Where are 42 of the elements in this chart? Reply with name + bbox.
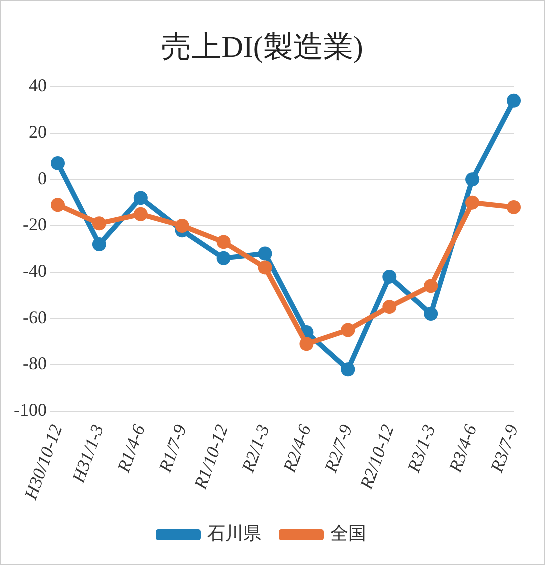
- point: [341, 323, 356, 338]
- x-tick-label: R2/4-6: [279, 422, 315, 476]
- point: [134, 191, 148, 206]
- x-tick-label: R2/7-9: [320, 422, 356, 476]
- y-tick-label: -20: [22, 214, 47, 235]
- x-tick-label: R2/1-3: [238, 422, 274, 476]
- x-tick-label: H31/1-3: [68, 422, 108, 486]
- point: [134, 207, 148, 222]
- point: [424, 279, 438, 294]
- point: [466, 172, 480, 187]
- y-tick-label: -60: [22, 307, 47, 328]
- point: [382, 270, 397, 284]
- point: [258, 260, 272, 275]
- point: [92, 238, 106, 252]
- point: [92, 216, 106, 231]
- x-tick-label: R3/7-9: [486, 422, 522, 476]
- y-tick-label: 20: [28, 122, 47, 142]
- point: [382, 300, 397, 314]
- y-tick-label: 0: [38, 168, 47, 188]
- point: [216, 235, 231, 250]
- point: [466, 196, 480, 210]
- point: [341, 362, 356, 377]
- y-tick-label: -40: [22, 261, 47, 282]
- point: [175, 218, 190, 233]
- y-tick-label: -100: [14, 400, 47, 420]
- x-tick-label: R1/4-6: [113, 422, 150, 476]
- point: [258, 246, 272, 261]
- point: [300, 337, 314, 352]
- y-tick-label: -80: [22, 354, 47, 374]
- point: [50, 156, 65, 170]
- legend-label: 全国: [330, 524, 366, 544]
- legend-label: 石川県: [208, 524, 262, 544]
- y-tick-label: 40: [28, 76, 47, 96]
- point: [507, 200, 521, 214]
- chart-title: 売上DI(製造業): [162, 30, 364, 64]
- point: [50, 198, 65, 212]
- x-tick-label: R1/7-9: [154, 422, 191, 476]
- point: [507, 94, 521, 108]
- point: [424, 307, 438, 322]
- x-tick-label: R3/1-3: [403, 422, 440, 476]
- point: [216, 251, 231, 266]
- x-tick-label: R3/4-6: [444, 422, 481, 476]
